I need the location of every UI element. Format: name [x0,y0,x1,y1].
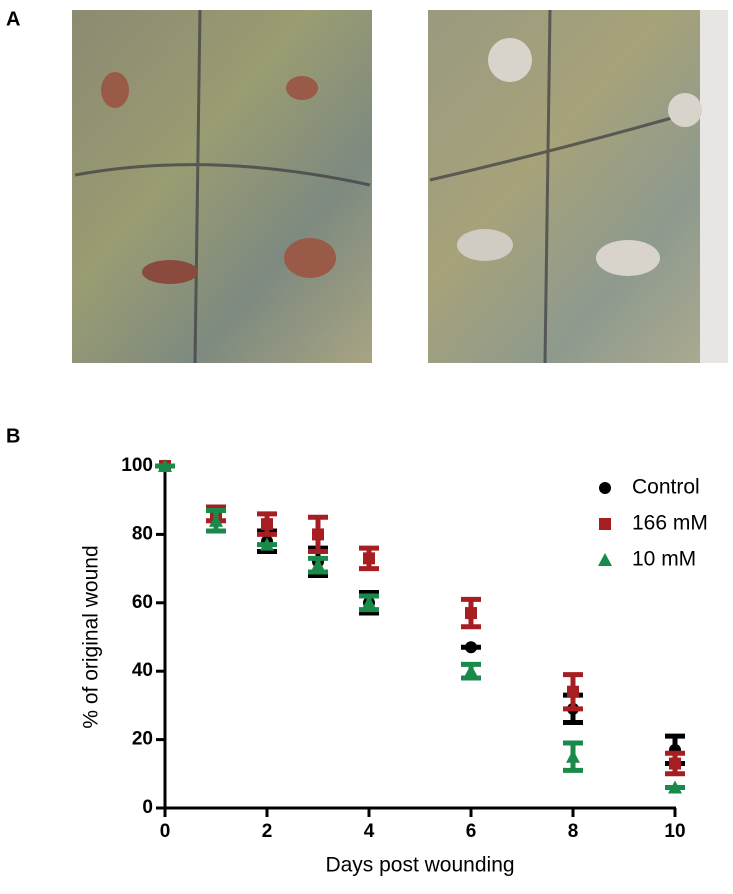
legend-label: 10 mM [632,548,696,571]
data-point [464,664,478,678]
x-tick-label: 6 [466,821,477,842]
y-tick-label: 40 [132,660,153,681]
legend-label: Control [632,476,700,499]
y-axis-label: % of original wound [80,545,103,728]
x-tick-label: 10 [664,821,685,842]
data-point [668,780,682,794]
data-point [311,558,325,572]
panel-label: A [6,8,20,30]
x-tick-label: 8 [568,821,579,842]
data-point [260,537,274,551]
legend-marker [599,482,611,494]
photo [72,9,372,364]
y-tick-label: 80 [132,523,153,544]
legend-marker [599,518,611,530]
data-point [465,641,477,654]
y-tick-label: 0 [142,797,153,818]
y-tick-label: 60 [132,592,153,613]
data-point [261,518,273,531]
photo [428,9,728,364]
data-point [566,749,580,763]
x-axis-label: Days post wounding [325,854,514,877]
data-point [209,513,223,527]
y-tick-label: 20 [132,729,153,750]
data-point [567,685,579,698]
legend-marker [598,553,612,566]
data-point [363,552,375,565]
x-tick-label: 0 [160,821,171,842]
data-point [669,757,681,770]
data-point [465,607,477,620]
y-tick-label: 100 [121,455,153,476]
x-tick-label: 4 [364,821,375,842]
data-point [312,528,324,541]
data-point [158,459,172,472]
data-point [362,595,376,609]
x-tick-label: 2 [262,821,273,842]
legend-label: 166 mM [632,512,708,535]
panel-label: B [6,425,20,447]
